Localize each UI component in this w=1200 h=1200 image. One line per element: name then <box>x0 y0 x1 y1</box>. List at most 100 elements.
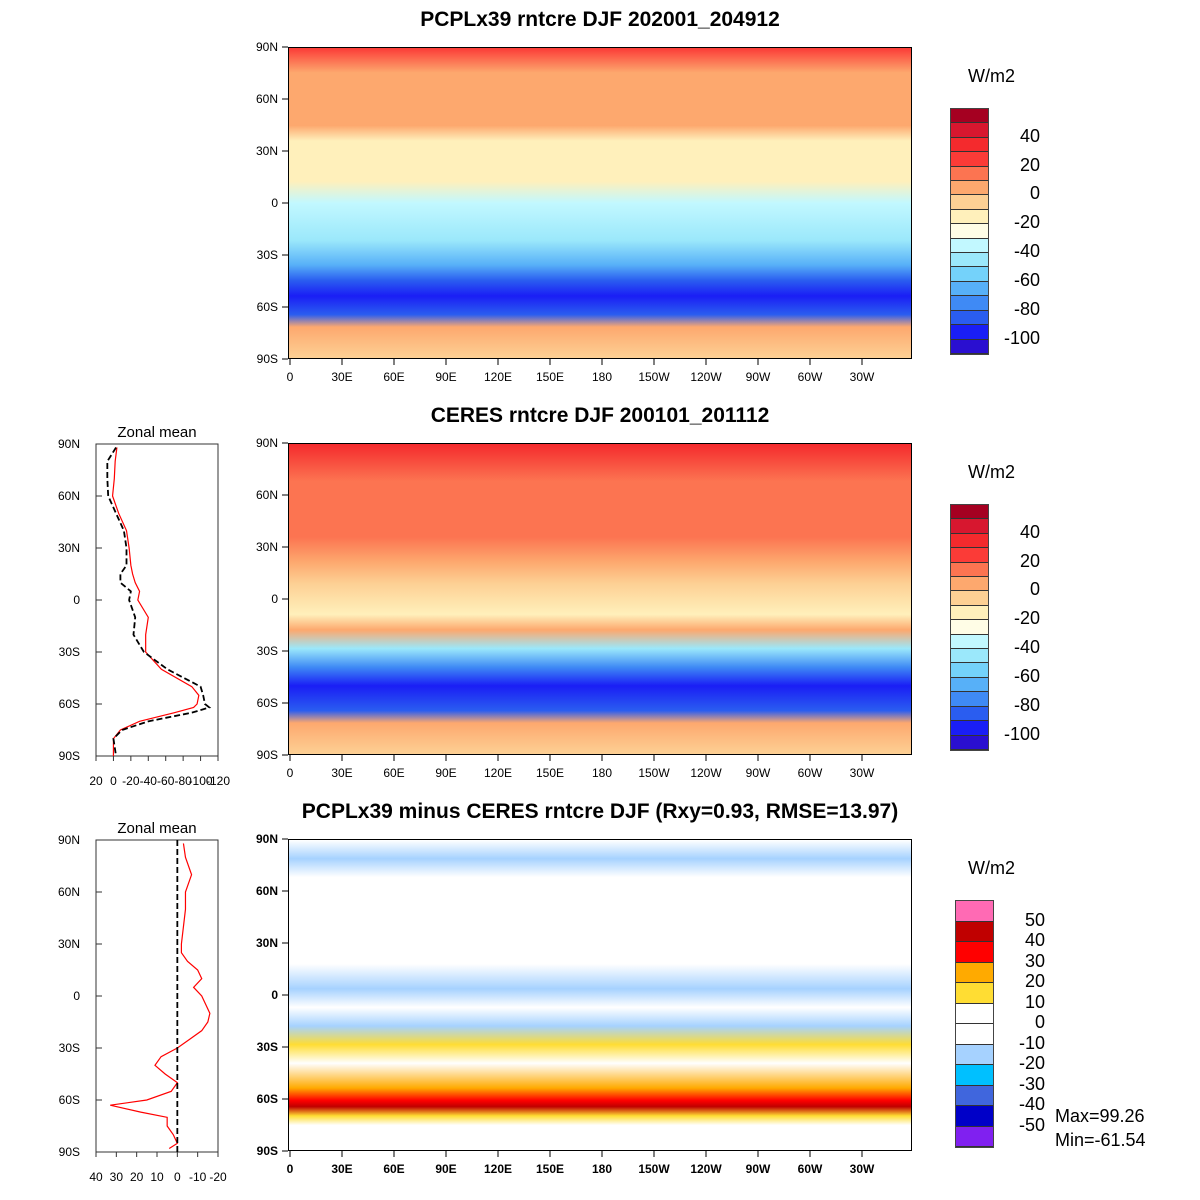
lon-label: 150W <box>638 1162 670 1176</box>
cb3-label: -10 <box>1018 1032 1045 1053</box>
lon-label: 0 <box>286 766 294 780</box>
zonal-lat-label: 0 <box>73 593 80 607</box>
zonal-xtick-label: 40 <box>89 1170 103 1184</box>
colorbar-box <box>956 1003 993 1024</box>
panel3-title: PCPLx39 minus CERES rntcre DJF (Rxy=0.93… <box>301 800 899 823</box>
zonal-xtick-label: -40 <box>139 774 157 788</box>
lon-label: 0 <box>286 370 294 384</box>
cb2-label: 20 <box>1019 550 1040 571</box>
lon-label: 90E <box>435 370 457 384</box>
cb1-label: -20 <box>1013 212 1040 233</box>
colorbar-box <box>951 238 988 254</box>
cb3-label: 10 <box>1024 991 1045 1012</box>
colorbar-box <box>956 983 993 1004</box>
lon-label: 150E <box>535 1162 565 1176</box>
map-ceres <box>288 443 912 755</box>
colorbar-box <box>956 1085 993 1106</box>
panel2-title: CERES rntcre DJF 200101_201112 <box>430 404 770 427</box>
lon-label: 150E <box>535 766 565 780</box>
cb2-label: -60 <box>1013 665 1040 686</box>
panel1-title: PCPLx39 rntcre DJF 202001_204912 <box>420 8 780 31</box>
colorbar-box <box>951 591 988 606</box>
cb1-colorbar <box>950 108 989 355</box>
zonal-xtick-label: 30 <box>109 1170 123 1184</box>
zonal-xtick-label: -80 <box>174 774 192 788</box>
colorbar-box <box>956 1126 993 1147</box>
colorbar-box <box>951 325 988 340</box>
zonal-lat-label: 90S <box>58 749 80 763</box>
zonal-lat-label: 90N <box>57 437 80 451</box>
colorbar-box <box>951 123 988 138</box>
lat-label: 60S <box>256 696 278 710</box>
lon-label: 90E <box>435 766 457 780</box>
lat-label: 90S <box>256 352 278 366</box>
colorbar-box <box>951 649 988 664</box>
lat-label: 30N <box>255 540 278 554</box>
colorbar-box <box>956 1065 993 1086</box>
colorbar-box <box>951 735 988 750</box>
cb2-colorbar <box>950 504 989 751</box>
cb2-label: 40 <box>1019 521 1040 542</box>
zonal-lat-label: 30S <box>58 1041 80 1055</box>
colorbar-box <box>951 634 988 650</box>
zonal-line-ceres <box>106 446 212 757</box>
cb1-label: 20 <box>1019 154 1040 175</box>
zonal-xtick-label: -20 <box>122 774 140 788</box>
colorbar-box <box>951 339 988 354</box>
zonal-xtick-label: 10 <box>150 1170 164 1184</box>
lon-label: 30E <box>331 1162 353 1176</box>
colorbar-box <box>951 137 988 153</box>
lat-label: 90S <box>256 1144 278 1158</box>
zonal-lat-label: 30N <box>57 541 80 555</box>
cb1-label: 40 <box>1019 125 1040 146</box>
lon-label: 30E <box>331 766 353 780</box>
cb1-label: 0 <box>1029 183 1040 204</box>
zonal-lat-label: 90S <box>58 1145 80 1159</box>
lon-label: 180 <box>591 1162 613 1176</box>
lon-label: 90W <box>745 1162 771 1176</box>
min-stat: Min=-61.54 <box>1055 1130 1146 1150</box>
lat-label: 30N <box>255 144 278 158</box>
colorbar-box <box>951 224 988 239</box>
colorbar-box <box>951 548 988 563</box>
colorbar3-unit: W/m2 <box>968 858 1015 878</box>
colorbar-box <box>951 109 988 124</box>
zonal-lat-label: 30S <box>58 645 80 659</box>
zonal-lat-label: 60S <box>58 697 80 711</box>
lat-label: 90N <box>255 832 278 846</box>
lat-label: 30N <box>255 936 278 950</box>
zonal-xtick-label: 20 <box>89 774 103 788</box>
zonal-xtick-label: 0 <box>110 774 117 788</box>
zonal-lat-label: 60N <box>57 489 80 503</box>
cb1-label: -60 <box>1013 269 1040 290</box>
lat-label: 60N <box>255 488 278 502</box>
cb2-label: -100 <box>1003 723 1040 744</box>
zonal-lat-label: 60N <box>57 885 80 899</box>
cb3-label: -30 <box>1018 1073 1045 1094</box>
lon-label: 60W <box>797 766 823 780</box>
colorbar-box <box>956 921 993 942</box>
cb1-label: -100 <box>1003 327 1040 348</box>
colorbar-box <box>951 281 988 297</box>
lon-label: 60E <box>383 766 405 780</box>
colorbar-box <box>951 267 988 282</box>
zonal-line-difference <box>110 843 211 1150</box>
map-model <box>288 47 912 359</box>
lat-label: 90S <box>256 748 278 762</box>
cb3-label: 50 <box>1024 909 1045 930</box>
cb3-label: 20 <box>1024 971 1045 991</box>
cb3-colorbar <box>955 900 994 1148</box>
colorbar-box <box>951 253 988 268</box>
lat-label: 0 <box>271 988 278 1002</box>
lat-label: 30S <box>256 248 278 262</box>
lat-label: 0 <box>271 196 278 210</box>
colorbar-box <box>951 620 988 635</box>
lon-label: 150W <box>638 370 670 384</box>
cb3-label: -50 <box>1018 1114 1045 1135</box>
lon-label: 60W <box>797 370 823 384</box>
colorbar-box <box>951 505 988 520</box>
colorbar-box <box>951 677 988 693</box>
lat-label: 90N <box>255 436 278 450</box>
lon-label: 30W <box>849 1162 875 1176</box>
